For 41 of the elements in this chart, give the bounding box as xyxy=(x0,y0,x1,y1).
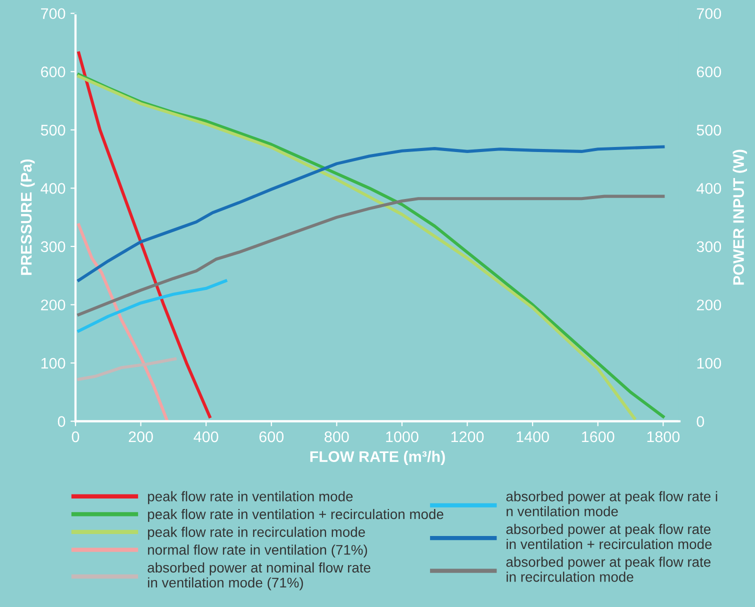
legend-label: peak flow rate in recirculation mode xyxy=(148,526,365,540)
legend-label: peak flow rate in ventilation mode xyxy=(148,491,353,504)
x-tick-label: 1600 xyxy=(582,431,614,442)
x-tick-label: 200 xyxy=(128,431,153,442)
line-series xyxy=(77,223,168,422)
y2-tick-label: 100 xyxy=(697,358,722,369)
line-series xyxy=(77,145,665,282)
line-series xyxy=(77,357,177,381)
legend-label: normal flow rate in ventilation (71%) xyxy=(148,544,368,558)
x-tick-label: 1200 xyxy=(451,431,484,442)
x-tick-label: 1000 xyxy=(386,431,418,442)
x-tick-label: 800 xyxy=(324,431,349,442)
y-tick-label: 400 xyxy=(40,183,66,194)
x-tick-label: 600 xyxy=(259,431,284,442)
legend-label: absorbed power at nominal flow rate in ventilation mode (71%) xyxy=(148,562,370,590)
line-series xyxy=(77,51,212,418)
legend-label: peak flow rate in ventilation + recirculation mode xyxy=(148,508,444,522)
legend-label: absorbed power at peak flow rate in recirculation mode xyxy=(506,556,710,582)
y2-tick-label: 400 xyxy=(696,183,722,194)
x-axis-title: FLOW RATE (m³/h) xyxy=(310,450,445,466)
y-tick-label: 200 xyxy=(41,300,66,310)
line-series xyxy=(77,279,228,332)
y2-tick-label: 600 xyxy=(696,66,722,78)
y-tick-label: 700 xyxy=(41,8,66,20)
line-series xyxy=(77,194,665,316)
y-tick-label: 500 xyxy=(40,124,66,136)
x-tick-label: 1800 xyxy=(647,431,680,442)
x-tick-label: 1400 xyxy=(516,431,549,442)
y2-tick-label: 700 xyxy=(696,8,722,20)
y2-axis-title: POWER INPUT (W) xyxy=(732,150,748,285)
y2-tick-label: 200 xyxy=(696,300,722,310)
y-tick-label: 100 xyxy=(41,358,66,369)
y-tick-label: 0 xyxy=(58,416,66,427)
y2-tick-label: 0 xyxy=(696,416,704,427)
x-tick-label: 400 xyxy=(194,431,218,442)
y2-tick-label: 500 xyxy=(696,124,722,136)
y2-tick-label: 300 xyxy=(696,241,722,252)
x-tick-label: 0 xyxy=(72,431,80,442)
y-axis-title: PRESSURE (Pa) xyxy=(20,159,35,275)
y-tick-label: 300 xyxy=(40,241,66,252)
y-tick-label: 600 xyxy=(41,66,66,78)
